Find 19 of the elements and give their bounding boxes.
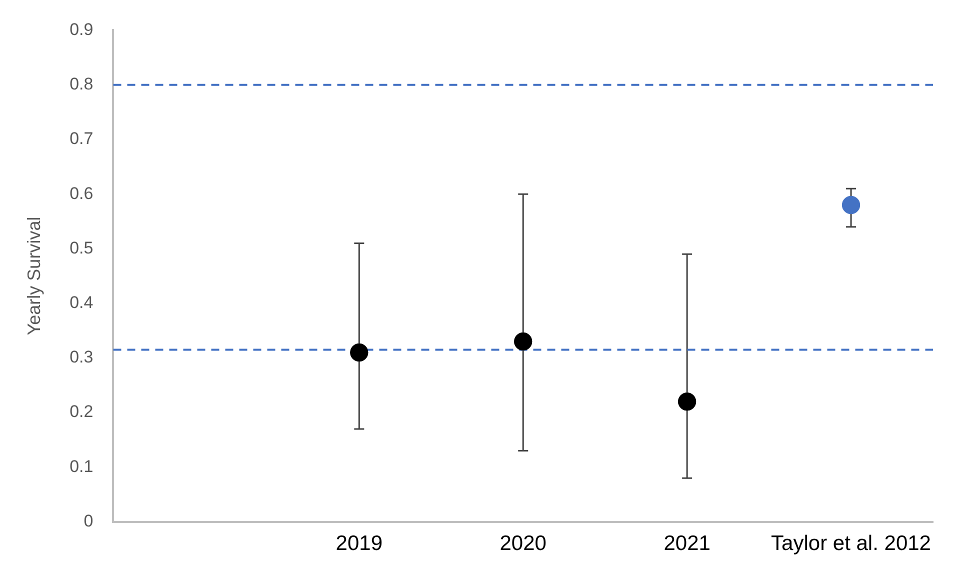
y-tick-label: 0.4 <box>70 293 94 312</box>
y-tick-label: 0 <box>84 511 94 530</box>
y-tick-label: 0.5 <box>70 238 94 258</box>
y-tick-label: 0.8 <box>70 74 94 94</box>
x-tick-label: Taylor et al. 2012 <box>771 532 931 556</box>
y-tick-label: 0.2 <box>70 402 94 422</box>
y-tick-label: 0.6 <box>70 184 94 203</box>
point <box>678 392 696 411</box>
point <box>514 332 532 351</box>
y-tick-label: 0.7 <box>70 129 94 148</box>
y-tick-label: 0.1 <box>70 456 94 476</box>
x-tick-label: 2020 <box>500 532 546 556</box>
x-tick-label: 2021 <box>664 532 710 556</box>
y-tick-label: 0.3 <box>70 348 94 367</box>
point <box>350 343 368 362</box>
y-axis-title: Yearly Survival <box>24 216 44 336</box>
point <box>842 196 860 214</box>
x-tick-label: 2019 <box>336 532 383 556</box>
y-tick-label: 0.9 <box>70 20 94 39</box>
